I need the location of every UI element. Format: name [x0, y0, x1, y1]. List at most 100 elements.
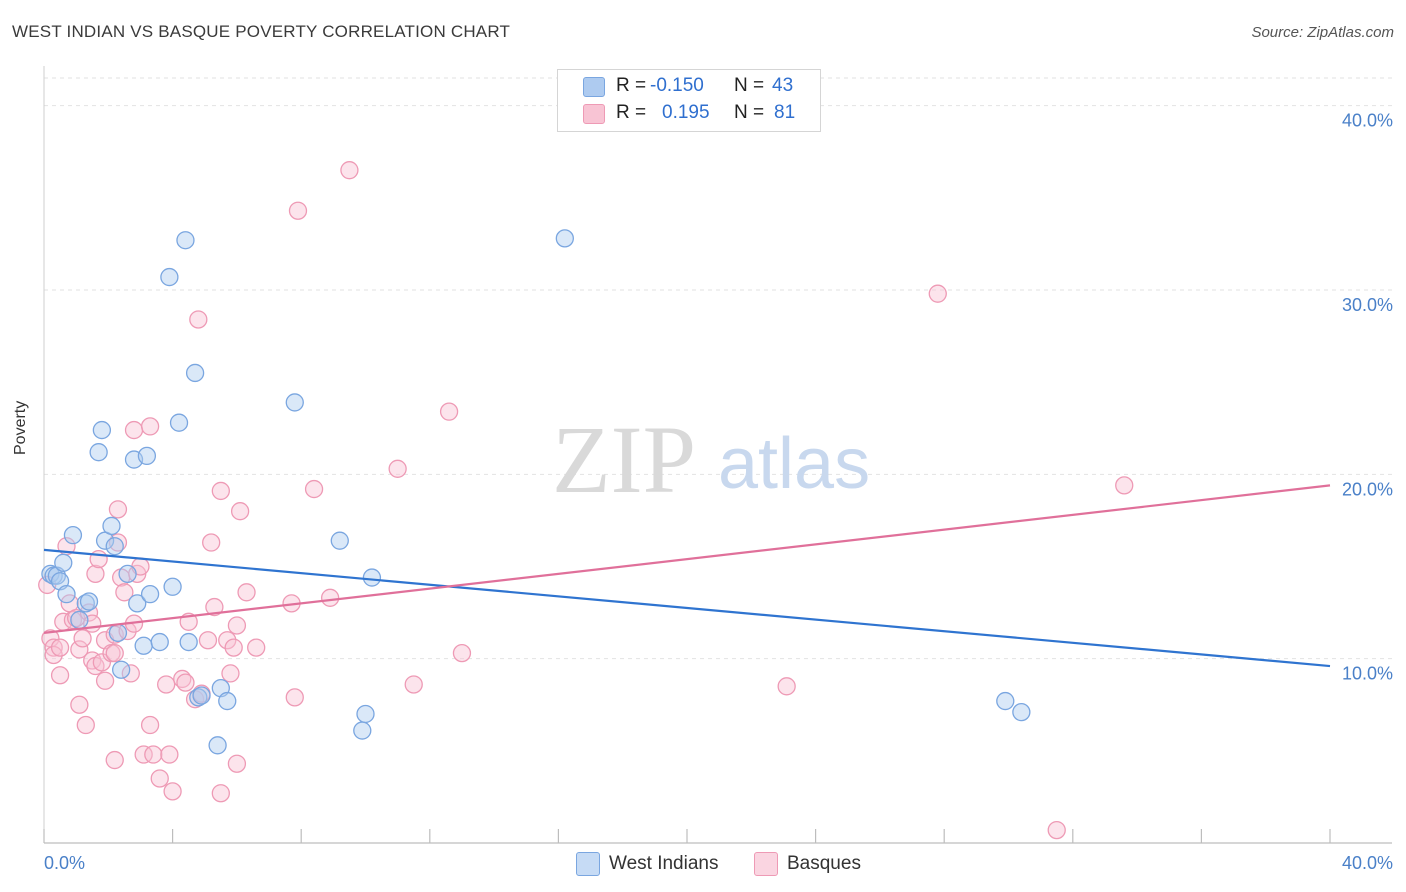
west-indian-point: [189, 688, 208, 707]
basque-point: [198, 631, 218, 650]
grid-lines: [44, 77, 1392, 660]
basque-point: [452, 643, 472, 663]
west-indian-point: [57, 584, 76, 604]
west-indian-point: [89, 443, 108, 462]
basque-point: [176, 673, 195, 692]
n-value: 81: [774, 102, 796, 123]
basque-point: [439, 402, 459, 421]
basque-point: [211, 481, 230, 501]
basque-point: [73, 629, 92, 648]
basque-point: [157, 675, 176, 694]
n-value: 43: [772, 75, 794, 96]
west-indian-point: [353, 721, 372, 740]
r-label: R =: [616, 75, 647, 96]
r-value: -0.150: [650, 75, 704, 96]
r-value: 0.195: [662, 102, 710, 123]
west-indian-point: [70, 610, 89, 630]
y-tick-label: 30.0%: [1342, 295, 1393, 315]
tick-labels: 10.0% 20.0% 30.0% 40.0% 0.0% 40.0%: [44, 111, 1393, 873]
basque-point: [121, 664, 140, 683]
axes: [43, 66, 1392, 844]
basque-point: [134, 745, 153, 764]
west-indian-point: [128, 594, 147, 613]
trend-lines: [43, 484, 1331, 668]
basque-point: [288, 201, 308, 220]
west-indian-point: [163, 577, 182, 596]
legend-row-west-indians: R = -0.150 N = 43: [558, 74, 820, 100]
west-indian-point: [1012, 702, 1031, 722]
west-indian-point: [160, 267, 179, 287]
west-indian-point: [356, 704, 375, 724]
basque-point: [44, 645, 63, 665]
basque-point: [86, 564, 105, 584]
basque-point: [224, 638, 243, 657]
west-indian-point: [134, 636, 153, 655]
basque-point: [1115, 476, 1134, 495]
chart-title: WEST INDIAN VS BASQUE POVERTY CORRELATIO…: [12, 22, 511, 41]
basque-point: [237, 583, 256, 602]
basque-point: [211, 784, 230, 803]
y-tick-label: 10.0%: [1342, 664, 1393, 684]
basque-point: [89, 549, 108, 569]
watermark-atlas: atlas: [718, 424, 870, 504]
basque-point: [777, 677, 796, 696]
west-indian-point: [185, 363, 205, 383]
basque-point: [388, 459, 407, 478]
basque-point: [92, 653, 112, 672]
basque-point: [70, 695, 89, 714]
west-indian-point: [140, 584, 160, 604]
basque-point: [105, 750, 124, 770]
basque-point: [404, 675, 423, 694]
west-indian-point: [218, 691, 237, 711]
west-indian-point: [54, 553, 73, 572]
basque-point: [221, 664, 240, 683]
basque-point: [205, 597, 224, 617]
basque-point: [50, 666, 70, 685]
west-indian-point: [169, 413, 189, 432]
basque-trend-line: [43, 484, 1331, 634]
basque-point: [140, 715, 160, 735]
west-indian-point: [118, 564, 137, 584]
basque-point: [1047, 820, 1066, 840]
legend-label: West Indians: [609, 853, 719, 874]
pink-swatch: [583, 104, 605, 124]
west-indian-point: [108, 623, 128, 643]
west-indian-point: [112, 660, 131, 679]
west-indian-point: [362, 568, 382, 587]
basque-point: [124, 420, 144, 440]
west-indian-point: [176, 231, 195, 250]
n-label: N =: [734, 75, 765, 96]
basque-point: [163, 782, 182, 801]
basque-point: [115, 583, 134, 602]
basque-point: [160, 745, 179, 764]
basque-point: [202, 533, 221, 552]
basque-point: [140, 417, 160, 436]
basque-point: [44, 638, 63, 657]
west-indian-point: [285, 393, 304, 412]
basque-point: [218, 631, 237, 650]
west-indian-point: [105, 537, 124, 556]
basque-point: [95, 671, 115, 690]
x-tick-label: 0.0%: [44, 853, 85, 873]
basque-point: [189, 310, 208, 329]
basque-point: [928, 284, 947, 303]
basque-point: [227, 754, 247, 773]
basque-point: [340, 161, 359, 180]
basque-point: [285, 688, 304, 707]
x-tick-label: 40.0%: [1342, 853, 1393, 873]
y-tick-label: 40.0%: [1342, 111, 1393, 131]
basque-point: [304, 479, 324, 499]
r-label: R =: [616, 102, 647, 123]
west-indian-point: [92, 420, 112, 440]
chart-source: Source: ZipAtlas.com: [1251, 24, 1394, 41]
west-indian-point: [179, 632, 198, 652]
west-indian-point: [102, 516, 121, 536]
pink-swatch: [754, 852, 778, 876]
correlation-legend: R = -0.150 N = 43 R = 0.195 N = 81: [557, 69, 821, 132]
y-tick-label: 20.0%: [1342, 479, 1393, 499]
basque-point: [70, 640, 89, 659]
basque-point: [50, 638, 70, 657]
watermark: ZIP atlas: [552, 406, 870, 513]
west-indian-point: [330, 531, 349, 550]
watermark-zip: ZIP: [552, 406, 696, 513]
